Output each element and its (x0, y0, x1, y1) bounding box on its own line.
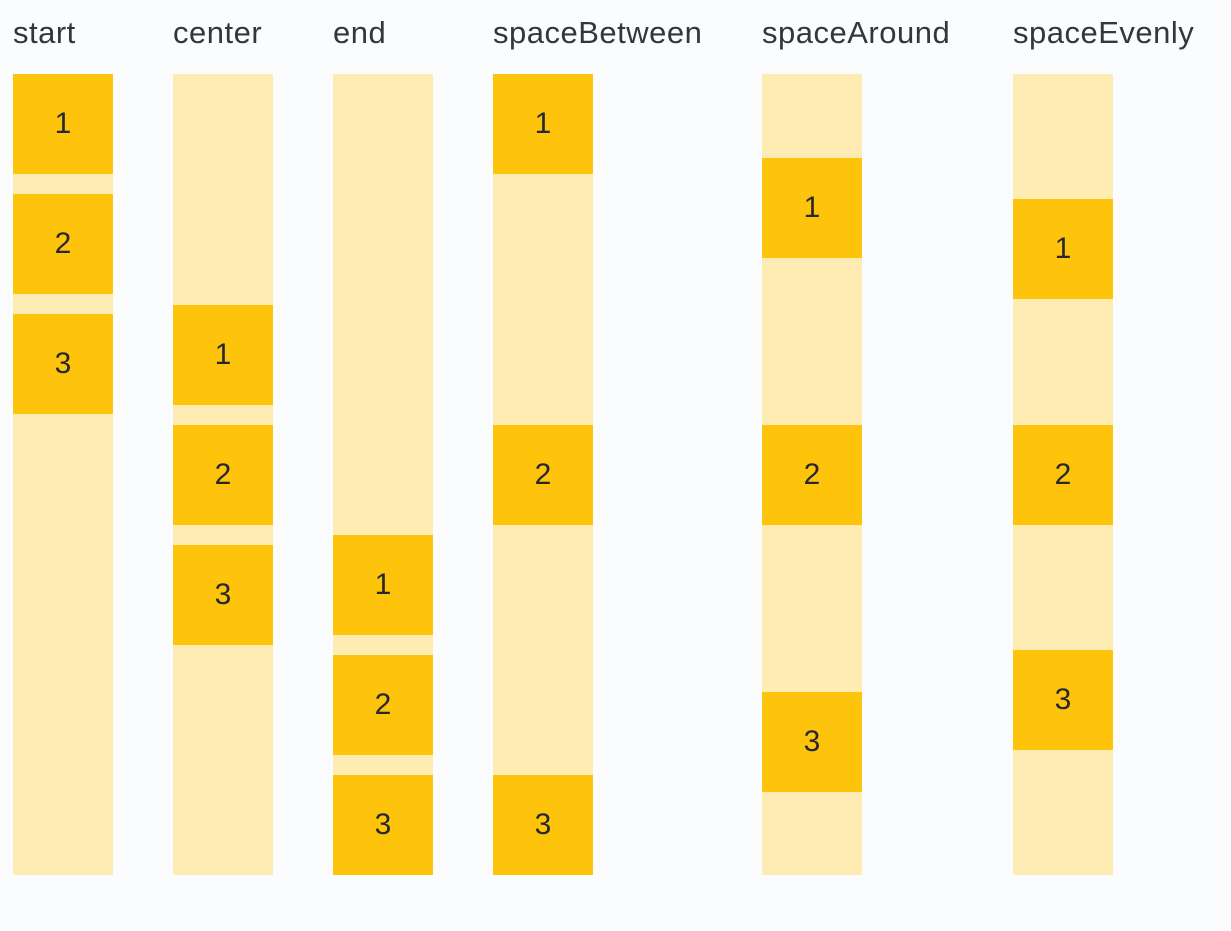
flex-item-box: 1 (13, 74, 113, 174)
flex-track-spacebetween: 1 2 3 (493, 74, 593, 875)
flex-item-box: 1 (173, 304, 273, 405)
flex-item-box: 3 (173, 544, 273, 645)
flex-item-box: 2 (762, 424, 862, 525)
box-number: 3 (1054, 682, 1072, 716)
box-number: 1 (54, 107, 72, 140)
box-number: 2 (534, 457, 552, 491)
justify-demo-row: start 1 2 3 center 1 2 3 end 1 2 3 space… (13, 15, 1211, 875)
column-label: start (13, 15, 76, 50)
flex-track-center: 1 2 3 (173, 74, 273, 875)
flex-item-box: 3 (13, 314, 113, 414)
box-number: 2 (1054, 457, 1072, 491)
flex-track-start: 1 2 3 (13, 74, 113, 875)
column-label: spaceAround (762, 15, 951, 50)
box-number: 3 (54, 347, 72, 380)
flex-item-box: 3 (1013, 649, 1113, 750)
column-label: center (173, 15, 263, 50)
flex-item-box: 2 (1013, 424, 1113, 525)
column-spaceevenly: spaceEvenly 1 2 3 (1013, 15, 1211, 875)
box-number: 3 (534, 808, 552, 841)
box-number: 1 (214, 337, 232, 371)
flex-item-box: 1 (762, 157, 862, 258)
flex-item-box: 2 (333, 655, 433, 755)
box-number: 1 (803, 190, 821, 224)
column-center: center 1 2 3 (173, 15, 273, 875)
flex-item-box: 1 (493, 74, 593, 174)
box-number: 2 (214, 457, 232, 491)
column-label: spaceEvenly (1013, 15, 1195, 50)
box-number: 3 (374, 808, 392, 841)
box-number: 1 (534, 107, 552, 140)
flex-track-spacearound: 1 2 3 (762, 74, 862, 875)
flex-item-box: 3 (762, 691, 862, 792)
flex-item-box: 3 (493, 775, 593, 875)
box-number: 2 (374, 688, 392, 721)
flex-item-box: 3 (333, 775, 433, 875)
flex-item-box: 1 (1013, 199, 1113, 300)
flex-item-box: 2 (493, 424, 593, 525)
box-number: 3 (803, 724, 821, 758)
box-number: 1 (1054, 232, 1072, 266)
flex-item-box: 2 (173, 424, 273, 525)
flex-item-box: 2 (13, 194, 113, 294)
column-label: spaceBetween (493, 15, 703, 50)
column-start: start 1 2 3 (13, 15, 113, 875)
column-spacearound: spaceAround 1 2 3 (762, 15, 953, 875)
flex-item-box: 1 (333, 535, 433, 635)
flex-track-end: 1 2 3 (333, 74, 433, 875)
flex-track-spaceevenly: 1 2 3 (1013, 74, 1113, 875)
column-end: end 1 2 3 (333, 15, 433, 875)
box-number: 3 (214, 577, 232, 611)
box-number: 1 (374, 568, 392, 601)
box-number: 2 (803, 457, 821, 491)
column-spacebetween: spaceBetween 1 2 3 (493, 15, 702, 875)
column-label: end (333, 15, 387, 50)
box-number: 2 (54, 227, 72, 260)
